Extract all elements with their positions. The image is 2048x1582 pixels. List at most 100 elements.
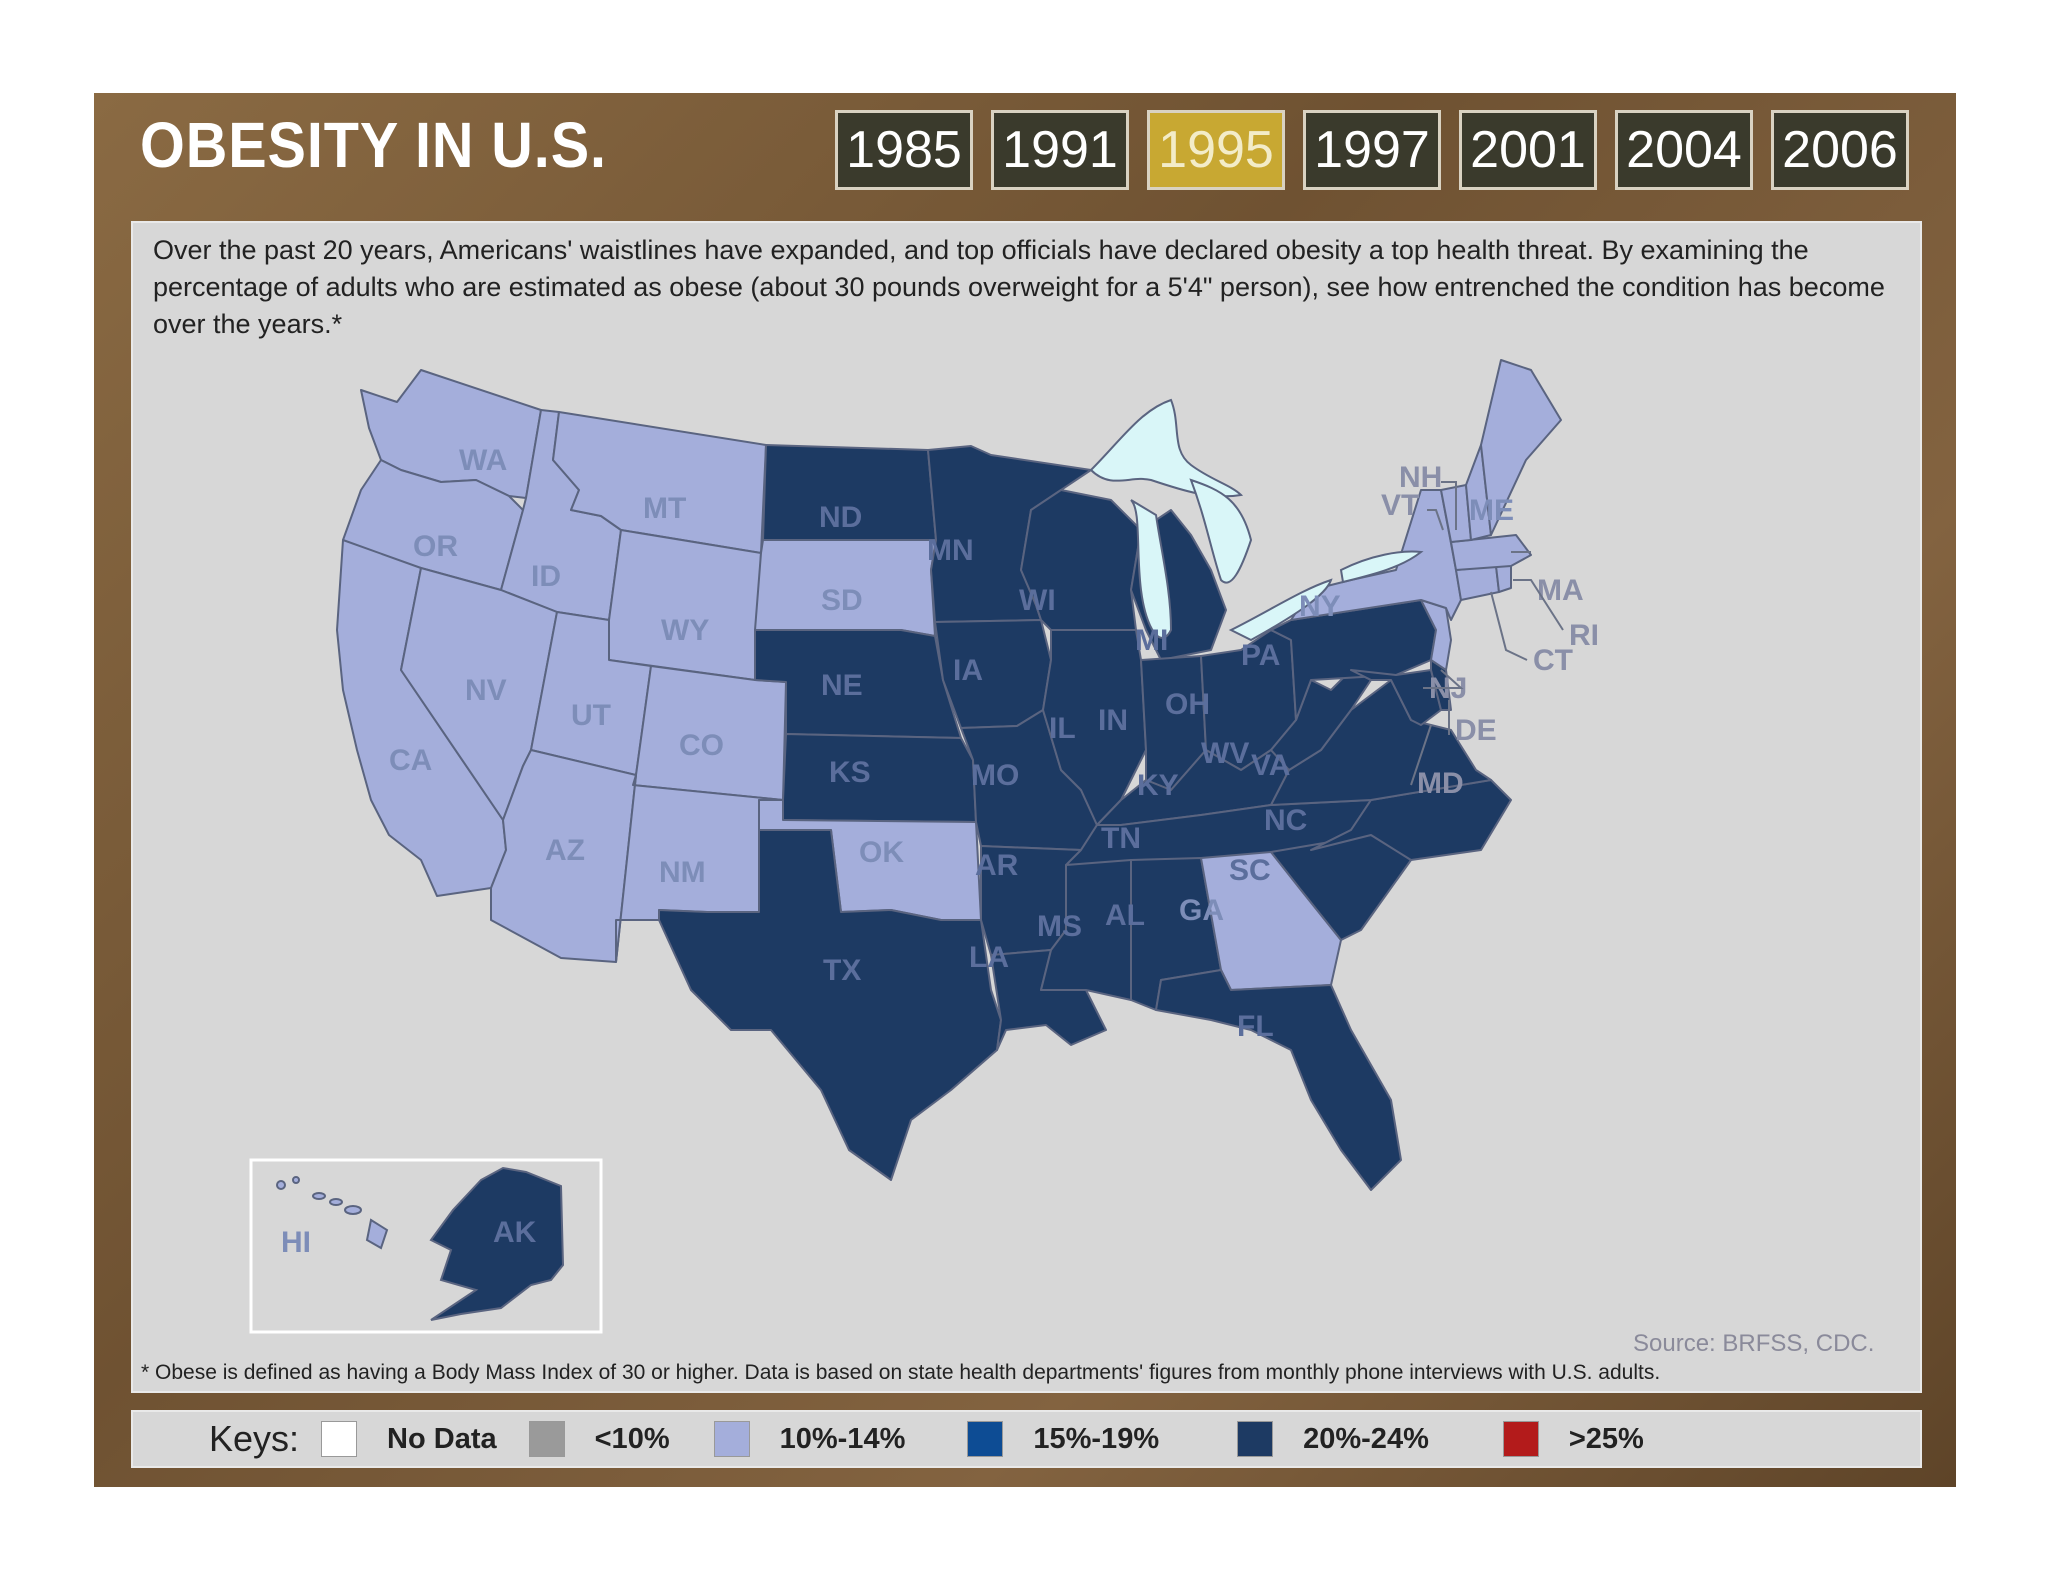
legend-item-under-10: <10%: [528, 1421, 670, 1457]
label-MT: MT: [643, 492, 686, 525]
label-LA: LA: [969, 941, 1009, 974]
year-tab-1995[interactable]: 1995: [1147, 110, 1285, 190]
legend-swatch: [321, 1421, 358, 1457]
label-UT: UT: [571, 699, 611, 732]
label-WY: WY: [661, 614, 709, 647]
legend-item-10-14: 10%-14%: [713, 1421, 906, 1457]
legend-label: <10%: [594, 1422, 670, 1455]
lake-huron: [1189, 478, 1253, 584]
label-CA: CA: [389, 744, 432, 777]
source-note: Source: BRFSS, CDC.: [1633, 1330, 1875, 1357]
label-ID: ID: [531, 560, 561, 593]
legend-swatch: [713, 1421, 750, 1457]
state-NC[interactable]: [1310, 779, 1512, 861]
lake-superior: [1089, 398, 1244, 498]
label-AR: AR: [975, 849, 1019, 882]
label-VA: VA: [1251, 749, 1290, 782]
label-SD: SD: [821, 584, 863, 617]
year-tab-1991[interactable]: 1991: [991, 110, 1129, 190]
label-MI: MI: [1135, 624, 1168, 657]
legend-swatch: [1502, 1421, 1539, 1457]
label-GA: GA: [1179, 894, 1224, 927]
great-lakes: [1089, 398, 1424, 642]
label-OR: OR: [413, 530, 458, 563]
label-NY: NY: [1299, 590, 1341, 623]
label-ND: ND: [819, 501, 862, 534]
label-KY: KY: [1137, 769, 1179, 802]
year-tab-2006[interactable]: 2006: [1771, 110, 1909, 190]
lake-erie: [1228, 578, 1333, 642]
label-DE: DE: [1455, 714, 1497, 747]
label-NM: NM: [659, 856, 706, 889]
label-NC: NC: [1264, 804, 1307, 837]
label-IA: IA: [953, 654, 983, 687]
year-tab-2001[interactable]: 2001: [1459, 110, 1597, 190]
year-selector: 1985 1991 1995 1997 2001 2004 2006: [835, 110, 1909, 190]
footnote: * Obese is defined as having a Body Mass…: [141, 1361, 1661, 1384]
label-HI: HI: [281, 1226, 311, 1259]
year-tab-1997[interactable]: 1997: [1303, 110, 1441, 190]
legend-item-over-25: >25%: [1502, 1421, 1644, 1457]
label-MD: MD: [1417, 767, 1464, 800]
state-labels: WA OR CA ID NV MT WY UT AZ CO NM ND SD N…: [389, 444, 1599, 1043]
label-IL: IL: [1049, 712, 1076, 745]
us-map: WA OR CA ID NV MT WY UT AZ CO NM ND SD N…: [249, 359, 1599, 1334]
legend-item-no-data: No Data: [321, 1421, 497, 1457]
label-MO: MO: [971, 759, 1019, 792]
label-VT: VT: [1381, 489, 1419, 522]
state-TX[interactable]: [658, 829, 1002, 1181]
state-KS[interactable]: [782, 733, 977, 823]
legend-title: Keys:: [209, 1418, 300, 1459]
state-AK[interactable]: [429, 1166, 565, 1321]
state-ME[interactable]: [1480, 359, 1562, 536]
lake-michigan: [1130, 499, 1173, 639]
legend-label: 15%-19%: [1033, 1422, 1160, 1455]
label-NH: NH: [1399, 461, 1442, 494]
label-MN: MN: [927, 534, 974, 567]
label-WI: WI: [1019, 584, 1056, 617]
label-WV: WV: [1201, 737, 1249, 770]
legend-swatch: [1237, 1421, 1274, 1457]
intro-text: Over the past 20 years, Americans' waist…: [153, 235, 1885, 339]
label-NE: NE: [821, 669, 863, 702]
legend-swatch: [967, 1421, 1004, 1457]
state-MD[interactable]: [1350, 669, 1442, 726]
label-IN: IN: [1098, 704, 1128, 737]
label-RI: RI: [1569, 619, 1599, 652]
label-WA: WA: [459, 444, 507, 477]
label-PA: PA: [1241, 639, 1280, 672]
lake-ontario: [1339, 550, 1424, 584]
state-FL[interactable]: [1155, 969, 1402, 1191]
legend-item-15-19: 15%-19%: [967, 1421, 1159, 1457]
label-TN: TN: [1101, 822, 1141, 855]
label-CO: CO: [679, 729, 724, 762]
legend-label: 10%-14%: [779, 1422, 906, 1455]
legend-label: 20%-24%: [1303, 1422, 1429, 1455]
label-OH: OH: [1165, 688, 1210, 721]
state-MA[interactable]: [1450, 534, 1532, 571]
label-FL: FL: [1237, 1010, 1274, 1043]
legend-label: No Data: [387, 1422, 497, 1455]
state-HI[interactable]: [276, 1176, 389, 1250]
label-AL: AL: [1105, 899, 1145, 932]
legend-label: >25%: [1568, 1422, 1644, 1455]
label-KS: KS: [829, 756, 871, 789]
label-SC: SC: [1229, 854, 1271, 887]
legend-swatch: [528, 1421, 565, 1457]
label-NV: NV: [465, 674, 507, 707]
legend: Keys: No Data <10% 10%-14% 15%-19% 20%-2…: [131, 1410, 1922, 1468]
label-CT: CT: [1533, 644, 1573, 677]
label-AK: AK: [493, 1216, 537, 1249]
year-tab-1985[interactable]: 1985: [835, 110, 973, 190]
label-TX: TX: [823, 954, 861, 987]
label-MS: MS: [1037, 910, 1082, 943]
year-tab-2004[interactable]: 2004: [1615, 110, 1753, 190]
label-AZ: AZ: [545, 834, 585, 867]
leader-lines: [1410, 481, 1564, 786]
state-RI[interactable]: [1495, 565, 1512, 593]
label-OK: OK: [859, 836, 904, 869]
state-WY[interactable]: [608, 529, 762, 681]
legend-item-20-24: 20%-24%: [1237, 1421, 1429, 1457]
label-ME: ME: [1469, 494, 1514, 527]
page-title: OBESITY IN U.S.: [140, 109, 607, 181]
